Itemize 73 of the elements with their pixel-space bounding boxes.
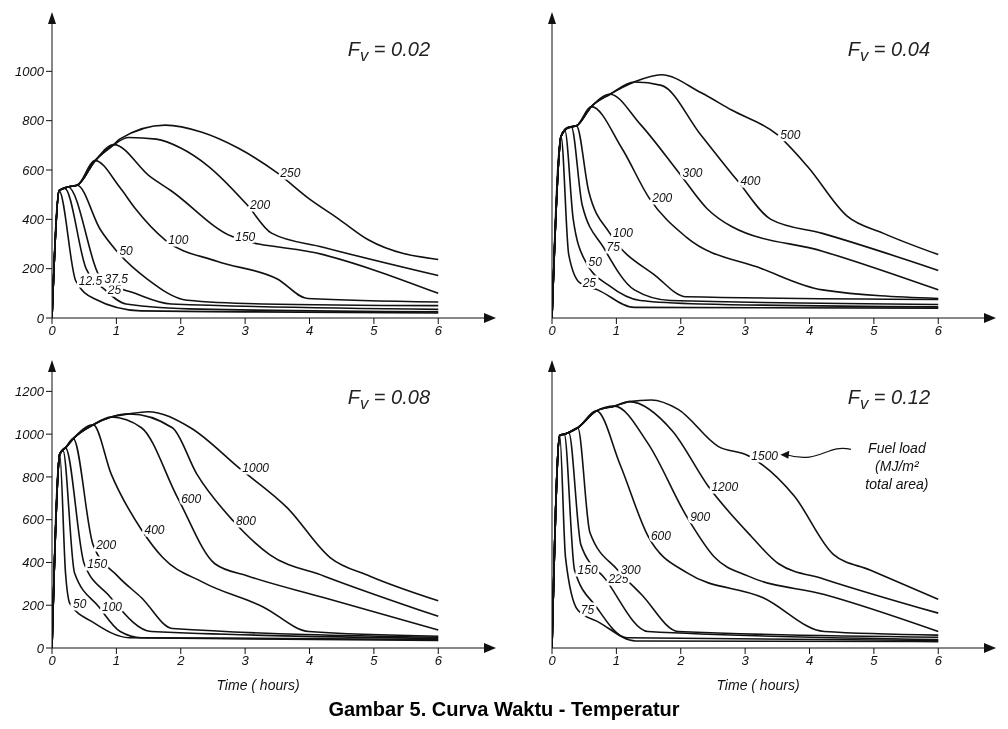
x-tick-label: 2 — [676, 653, 686, 669]
series-label: 50 — [588, 254, 603, 269]
x-tick-label: 1 — [612, 653, 620, 669]
series-label: 150 — [577, 562, 598, 577]
x-tick-label: 5 — [370, 653, 379, 669]
series-label: 50 — [119, 243, 134, 258]
y-tick-label: 1200 — [15, 384, 45, 399]
series-label: 250 — [279, 165, 301, 180]
y-tick-label: 400 — [22, 211, 45, 227]
series-label: 900 — [690, 510, 711, 525]
x-tick-label: 1 — [112, 323, 120, 339]
x-tick-label: 2 — [176, 653, 186, 669]
x-tick-label: 6 — [934, 323, 943, 339]
series-label: 100 — [612, 226, 634, 241]
text: F$_{v}$ = 0.12 — [847, 386, 930, 414]
series-label: 500 — [780, 127, 801, 142]
y-tick-label: 600 — [22, 512, 45, 528]
y-tick-label: 800 — [22, 113, 45, 129]
y-tick-label: 0 — [36, 640, 45, 656]
series-label: 200 — [651, 191, 673, 206]
series-label: 200 — [249, 197, 271, 212]
x-tick-label: 6 — [434, 323, 443, 339]
x-tick-label: 6 — [434, 653, 443, 669]
series-label: 400 — [740, 173, 761, 188]
y-tick-label: 1000 — [15, 63, 45, 79]
y-tick-label: 1000 — [15, 426, 45, 442]
x-tick-label: 3 — [741, 323, 750, 339]
series-label: 1200 — [711, 479, 739, 494]
x-tick-label: 4 — [805, 323, 814, 339]
x-tick-label: 1 — [612, 323, 620, 339]
text: F$_{v}$ = 0.02 — [347, 38, 430, 66]
series-label: 75 — [606, 240, 621, 255]
x-tick-label: 4 — [305, 323, 314, 339]
annotation: Fuel load (MJ/m² total area) — [865, 440, 929, 493]
series-label: 300 — [682, 166, 703, 181]
x-tick-label: 3 — [241, 653, 250, 669]
y-tick-label: 0 — [36, 310, 45, 326]
x-axis-title: Time ( hours) — [216, 677, 300, 693]
x-tick-label: 5 — [870, 653, 879, 669]
x-tick-label: 4 — [805, 653, 814, 669]
x-tick-label: 2 — [176, 323, 186, 339]
text: Gambar 5. Curva Waktu - Temperatur — [327, 698, 681, 721]
series-label: 200 — [95, 538, 117, 553]
y-tick-label: 200 — [21, 261, 45, 277]
y-tick-label: 200 — [21, 597, 45, 613]
series-label: 600 — [181, 491, 202, 506]
x-tick-label: 0 — [548, 653, 557, 669]
text: F$_{v}$ = 0.08 — [347, 386, 430, 414]
series-label: 75 — [580, 602, 595, 617]
x-tick-label: 0 — [48, 323, 57, 339]
x-tick-label: 3 — [241, 323, 250, 339]
series-label: 1000 — [242, 461, 270, 476]
x-axis-title: Time ( hours) — [716, 677, 800, 693]
legend-label: 1500 — [751, 448, 779, 463]
series-label: 800 — [235, 513, 257, 528]
x-tick-label: 1 — [112, 653, 120, 669]
x-tick-label: 4 — [305, 653, 314, 669]
y-tick-label: 400 — [22, 555, 45, 571]
x-tick-label: 5 — [870, 323, 879, 339]
y-tick-label: 600 — [22, 162, 45, 178]
series-label: 100 — [168, 233, 189, 248]
x-tick-label: 2 — [676, 323, 686, 339]
x-tick-label: 0 — [548, 323, 557, 339]
text: F$_{v}$ = 0.04 — [847, 38, 930, 66]
x-tick-label: 0 — [48, 653, 57, 669]
y-tick-label: 800 — [22, 469, 45, 485]
x-tick-label: 5 — [370, 323, 379, 339]
x-tick-label: 3 — [741, 653, 750, 669]
x-tick-label: 6 — [934, 653, 943, 669]
series-label: 150 — [235, 229, 256, 244]
series-label: 600 — [650, 528, 672, 543]
series-label: 400 — [144, 522, 165, 537]
series-label: 50 — [73, 596, 87, 611]
